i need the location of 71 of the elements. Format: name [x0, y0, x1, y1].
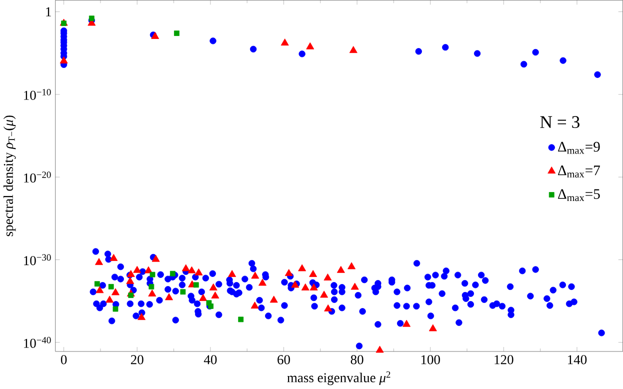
- point: [133, 266, 142, 274]
- legend-label: Δ$_{max}$=7: [558, 166, 600, 178]
- point: [280, 38, 289, 46]
- point: [96, 286, 104, 294]
- point: [209, 284, 218, 291]
- point: [170, 271, 176, 277]
- point: [228, 270, 236, 278]
- point: [301, 284, 310, 291]
- point: [112, 306, 118, 312]
- point: [110, 254, 118, 262]
- point: [150, 272, 156, 278]
- point: [194, 268, 203, 276]
- x-axis-title: mass eigenvalue μ$^{2}$: [287, 372, 390, 386]
- legend-label: Δ$_{max}$=9: [558, 142, 600, 154]
- x-tick-label: 60: [278, 355, 290, 364]
- point: [60, 56, 68, 64]
- x-tick-label: 20: [130, 355, 144, 364]
- x-tick-label: 140: [568, 355, 587, 364]
- x-tick-label: 0: [60, 355, 67, 364]
- point: [126, 277, 134, 284]
- point: [324, 304, 332, 312]
- point: [182, 264, 190, 272]
- point: [128, 292, 134, 298]
- point: [138, 313, 146, 320]
- point: [174, 30, 180, 36]
- point: [324, 274, 332, 281]
- point: [108, 284, 114, 290]
- point: [199, 294, 208, 302]
- x-tick-label: 40: [204, 355, 217, 364]
- x-tick-label: 120: [494, 355, 514, 364]
- point: [112, 288, 120, 296]
- y-tick-label: 10$^{−40}$: [24, 337, 51, 348]
- point: [95, 258, 103, 266]
- point: [250, 302, 259, 309]
- x-tick-label: 80: [350, 355, 364, 364]
- point: [336, 266, 345, 274]
- point: [428, 324, 437, 332]
- point: [106, 296, 114, 303]
- legend-label: Δ$_{max}$=5: [558, 189, 600, 202]
- point: [284, 269, 293, 276]
- point: [349, 46, 358, 54]
- y-axis-title: spectral density ρ$_{T−}$(μ): [3, 116, 16, 236]
- y-tick-label: 10$^{−10}$: [24, 89, 51, 100]
- point: [88, 16, 94, 22]
- point: [148, 290, 156, 297]
- point: [270, 296, 278, 303]
- point: [320, 290, 328, 298]
- x-tick-label: 100: [421, 355, 440, 364]
- point: [180, 289, 186, 295]
- point: [251, 272, 260, 279]
- point: [193, 282, 199, 288]
- y-tick-label: 1: [46, 8, 51, 16]
- legend-title: N = 3: [540, 116, 580, 128]
- point: [94, 281, 100, 287]
- point: [148, 284, 154, 290]
- point: [152, 255, 160, 262]
- point: [306, 42, 314, 50]
- point: [151, 32, 160, 40]
- point: [238, 316, 244, 322]
- point: [165, 293, 173, 300]
- point: [309, 270, 318, 278]
- point: [188, 266, 196, 274]
- point: [211, 292, 220, 299]
- point: [402, 320, 411, 328]
- point: [350, 282, 359, 290]
- point: [298, 264, 306, 272]
- y-tick-label: 10$^{−30}$: [24, 254, 51, 266]
- point: [258, 278, 266, 286]
- y-tick-label: 10$^{−20}$: [24, 172, 51, 183]
- point: [376, 346, 384, 353]
- point: [348, 262, 356, 270]
